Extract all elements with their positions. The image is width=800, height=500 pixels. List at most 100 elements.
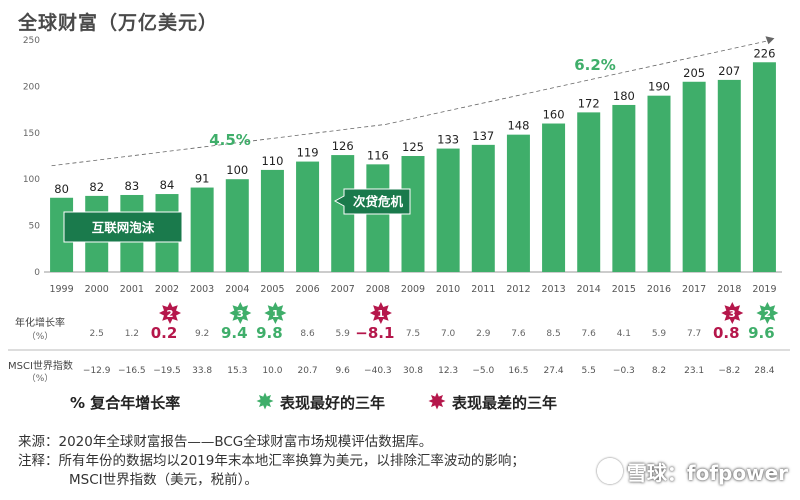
- bar: [260, 169, 284, 272]
- growth-value: 9.6: [748, 324, 775, 342]
- bar-value-label: 172: [578, 96, 600, 110]
- growth-value: 7.5: [406, 329, 420, 339]
- msci-value: −12.9: [83, 366, 111, 376]
- x-tick-label: 2014: [577, 284, 601, 295]
- bar: [542, 123, 566, 273]
- x-tick-label: 1999: [49, 284, 73, 295]
- x-tick-label: 2007: [331, 284, 355, 295]
- bar-value-label: 133: [437, 133, 459, 147]
- legend-worst-star-icon: [428, 392, 446, 410]
- bar-value-label: 80: [54, 182, 69, 196]
- x-tick-label: 2006: [295, 284, 319, 295]
- source-note: 来源：2020年全球财富报告——BCG全球财富市场规模评估数据库。: [18, 434, 433, 450]
- legend-best-star-icon: [256, 392, 274, 410]
- msci-value: 5.5: [582, 366, 596, 376]
- bar-value-label: 160: [543, 108, 565, 122]
- msci-value: 20.7: [298, 366, 318, 376]
- bar: [190, 187, 214, 272]
- y-tick-label: 0: [34, 268, 40, 278]
- bar-value-label: 91: [195, 172, 210, 186]
- cagr-trend-line: [51, 123, 386, 167]
- x-tick-label: 2018: [717, 284, 741, 295]
- msci-value: −40.3: [364, 366, 392, 376]
- bar-value-label: 83: [125, 179, 140, 193]
- growth-row-unit: （%）: [27, 331, 54, 342]
- bar-value-label: 82: [89, 180, 104, 194]
- star-rank-label: 2: [764, 309, 771, 320]
- annotation-label: 互联网泡沫: [92, 220, 155, 235]
- watermark: 雪球：fofpower: [596, 457, 788, 486]
- star-rank-label: 1: [377, 309, 384, 320]
- msci-value: −0.3: [613, 366, 635, 376]
- bar: [436, 148, 460, 272]
- msci-value: 8.2: [652, 366, 666, 376]
- bar: [331, 155, 355, 272]
- x-tick-label: 2016: [647, 284, 671, 295]
- bar-value-label: 207: [718, 64, 740, 78]
- worst-year-star-icon: [369, 302, 392, 324]
- worst-year-star-icon: [721, 302, 744, 324]
- growth-value: 0.8: [713, 324, 740, 342]
- bar: [752, 62, 776, 272]
- bar: [366, 164, 390, 272]
- growth-value: 9.8: [256, 324, 283, 342]
- legend-cagr: % 复合年增长率: [70, 394, 181, 412]
- chart-title: 全球财富（万亿美元）: [18, 12, 219, 34]
- msci-note: MSCI世界指数（美元，税前）。: [69, 472, 258, 488]
- y-tick-label: 100: [23, 175, 40, 185]
- msci-row-label: MSCI世界指数: [8, 359, 73, 372]
- bar-value-label: 180: [613, 89, 635, 103]
- msci-row-unit: （%）: [27, 373, 54, 384]
- y-tick-label: 250: [23, 36, 40, 46]
- bar-value-label: 84: [160, 178, 175, 192]
- msci-value: −5.0: [472, 366, 494, 376]
- bar-value-label: 137: [472, 129, 494, 143]
- best-year-star-icon: [264, 302, 287, 324]
- wealth-bar-chart: 0 50 100 150 200 250 80 1999 82 2000 83 2001 84 2002 9…: [8, 36, 790, 384]
- msci-value: 10.0: [262, 366, 282, 376]
- x-tick-label: 2004: [225, 284, 249, 295]
- bar-value-label: 125: [402, 140, 424, 154]
- growth-value: 8.5: [546, 329, 560, 339]
- annotation-box: [333, 188, 411, 215]
- bar-value-label: 126: [332, 139, 354, 153]
- y-tick-label: 150: [23, 129, 40, 139]
- bar-value-label: 190: [648, 80, 670, 94]
- msci-value: −8.2: [718, 366, 740, 376]
- x-tick-label: 2015: [612, 284, 636, 295]
- x-tick-label: 2012: [506, 284, 530, 295]
- x-tick-label: 2002: [155, 284, 179, 295]
- legend-worst: 表现最差的三年: [452, 394, 558, 412]
- growth-value: 2.5: [90, 329, 104, 339]
- y-tick-label: 200: [23, 82, 40, 92]
- growth-row-label: 年化增长率: [15, 316, 65, 329]
- bar: [506, 134, 530, 272]
- x-tick-label: 2017: [682, 284, 706, 295]
- growth-value: 9.4: [221, 324, 248, 342]
- msci-value: 33.8: [192, 366, 212, 376]
- star-rank-label: 1: [272, 309, 279, 320]
- bar: [682, 81, 706, 272]
- msci-value: −19.5: [153, 366, 181, 376]
- bar: [647, 95, 671, 273]
- trend-arrow-icon: [765, 36, 775, 45]
- growth-value: 2.9: [476, 329, 491, 339]
- annotation-label: 次贷危机: [353, 194, 404, 209]
- watermark-text: 雪球：fofpower: [626, 461, 788, 485]
- growth-value: 8.6: [300, 329, 315, 339]
- msci-value: 12.3: [438, 366, 458, 376]
- x-tick-label: 2019: [752, 284, 776, 295]
- bar-value-label: 148: [507, 119, 529, 133]
- bar: [296, 161, 320, 272]
- growth-value: 0.2: [151, 324, 178, 342]
- bar-value-label: 119: [297, 146, 319, 160]
- star-rank-label: 3: [729, 309, 736, 320]
- x-tick-label: 2011: [471, 284, 495, 295]
- x-tick-label: 2013: [541, 284, 565, 295]
- legend-best: 表现最好的三年: [280, 394, 386, 412]
- best-year-star-icon: [229, 302, 252, 324]
- y-tick-label: 50: [29, 222, 41, 232]
- bar: [401, 156, 425, 272]
- x-tick-label: 2003: [190, 284, 214, 295]
- exchange-rate-note: 注释：所有年份的数据均以2019年末本地汇率换算为美元，以排除汇率波动的影响；: [18, 453, 525, 469]
